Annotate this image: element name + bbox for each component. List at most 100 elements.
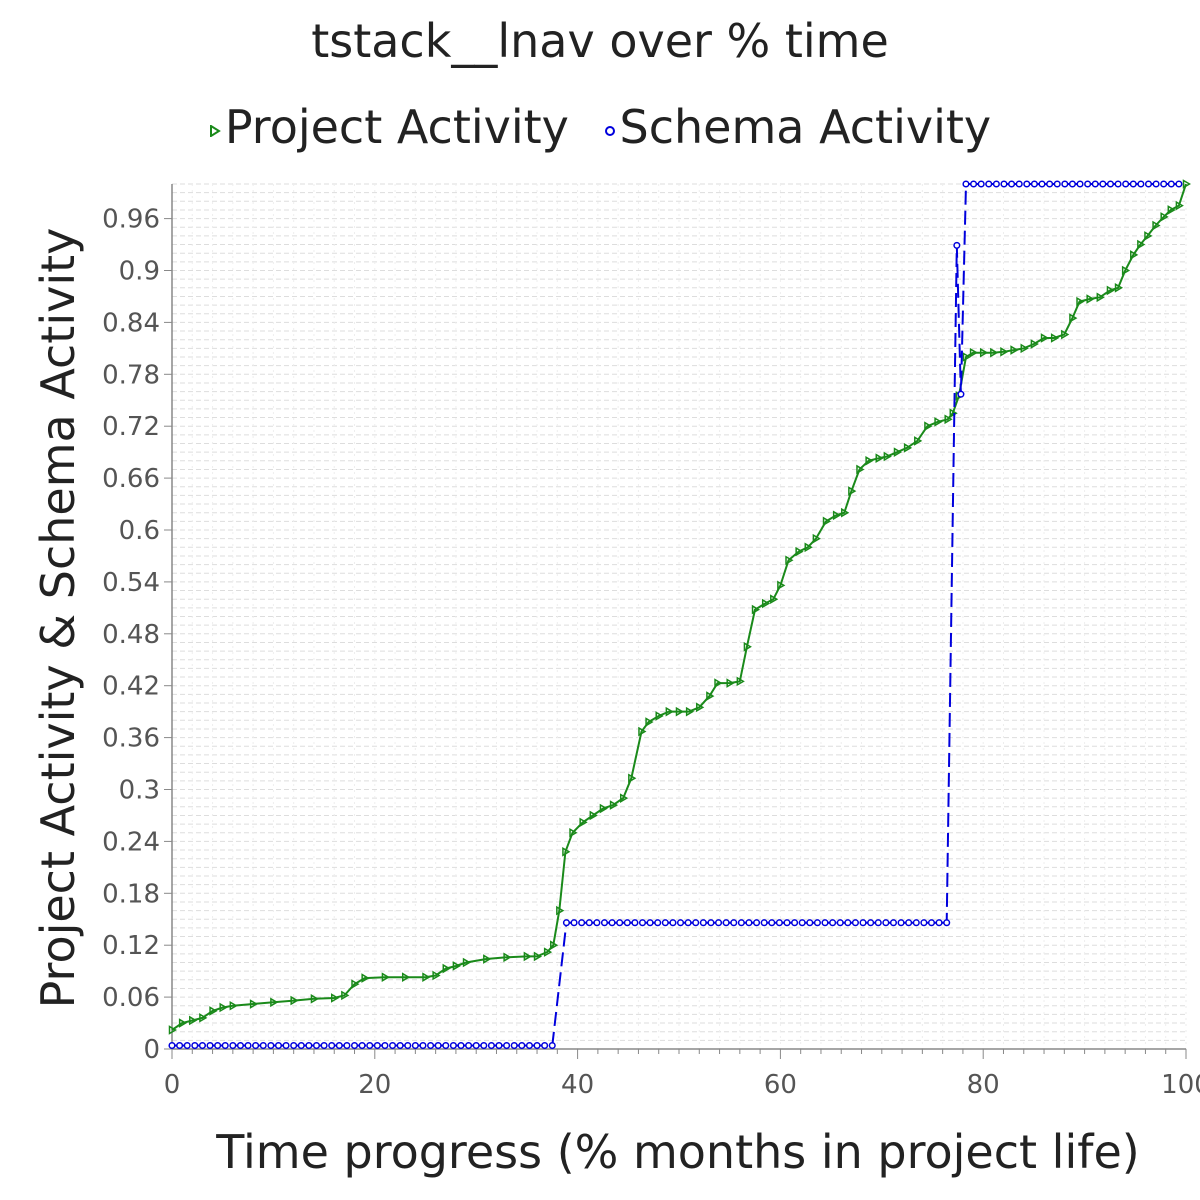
point-schema-activity [631, 919, 639, 927]
point-project-activity [556, 905, 565, 916]
point-schema-activity [1122, 180, 1130, 188]
y-tick-label: 0 [143, 1035, 160, 1065]
point-schema-activity [874, 919, 882, 927]
point-schema-activity [388, 1041, 397, 1050]
y-axis-title: Project Activity & Schema Activity [31, 228, 85, 1009]
legend: Project Activity Schema Activity [0, 100, 1200, 154]
y-tick-label: 0.48 [102, 620, 160, 650]
point-project-activity [1121, 265, 1131, 276]
point-project-activity [822, 516, 832, 527]
point-project-activity [714, 678, 723, 688]
x-tick-label: 20 [358, 1070, 391, 1100]
circle-icon [604, 125, 615, 136]
point-project-activity [812, 533, 821, 544]
point-project-activity [726, 678, 735, 688]
point-project-activity [795, 546, 804, 557]
point-project-activity [1086, 294, 1095, 304]
legend-label-schema-activity: Schema Activity [619, 100, 992, 154]
point-project-activity [990, 347, 999, 358]
point-project-activity [1000, 347, 1009, 357]
point-project-activity [442, 963, 451, 974]
legend-item-project-activity[interactable]: Project Activity [209, 100, 569, 154]
point-schema-activity [396, 1041, 404, 1050]
axes: 0 20 40 60 80 100 0 0.06 0.12 0.18 0.24 0.3 0.36 0.42… [102, 184, 1200, 1100]
point-schema-activity [305, 1041, 313, 1050]
point-schema-activity [510, 1041, 518, 1050]
series-line-schema-activity [172, 183, 1179, 1047]
point-schema-activity [585, 919, 593, 927]
y-tick-label: 0.36 [102, 724, 160, 754]
point-schema-activity [927, 919, 936, 927]
point-project-activity [1182, 179, 1191, 189]
point-schema-activity [282, 1041, 290, 1050]
point-schema-activity [548, 1041, 556, 1050]
point-project-activity [168, 1025, 177, 1035]
point-schema-activity [737, 919, 745, 927]
point-schema-activity [1038, 180, 1046, 188]
point-project-activity [1130, 250, 1139, 260]
point-project-activity [969, 347, 979, 358]
point-project-activity [706, 691, 715, 701]
point-project-activity [841, 507, 850, 518]
point-project-activity [761, 598, 771, 609]
point-schema-activity [1167, 180, 1175, 188]
point-schema-activity [661, 919, 669, 927]
point-project-activity [675, 706, 684, 717]
point-project-activity [249, 999, 259, 1009]
point-schema-activity [503, 1041, 511, 1050]
point-schema-activity [1084, 180, 1092, 188]
point-schema-activity [214, 1041, 222, 1050]
point-project-activity [462, 957, 472, 968]
point-schema-activity [707, 919, 715, 927]
x-tick-label: 60 [764, 1070, 797, 1100]
point-schema-activity [1053, 180, 1061, 188]
point-schema-activity [798, 919, 806, 927]
point-schema-activity [495, 1041, 503, 1050]
y-tick-label: 0.66 [102, 464, 160, 494]
point-project-activity [579, 817, 588, 828]
y-tick-label: 0.54 [102, 568, 160, 598]
point-schema-activity [1008, 180, 1016, 188]
point-schema-activity [722, 919, 730, 927]
point-schema-activity [449, 1041, 457, 1050]
point-schema-activity [1023, 180, 1031, 188]
point-schema-activity [897, 919, 905, 927]
point-project-activity [979, 347, 989, 358]
point-schema-activity [920, 919, 928, 927]
legend-label-project-activity: Project Activity [224, 100, 569, 154]
point-project-activity [178, 1018, 188, 1028]
point-schema-activity [676, 919, 685, 927]
point-schema-activity [829, 919, 837, 927]
point-project-activity [1020, 343, 1029, 354]
point-schema-activity [600, 919, 609, 927]
y-tick-label: 0.84 [102, 308, 160, 338]
point-schema-activity [836, 919, 844, 927]
y-tick-label: 0.3 [119, 776, 160, 806]
point-schema-activity [1160, 180, 1168, 188]
legend-item-schema-activity[interactable]: Schema Activity [604, 100, 992, 154]
point-schema-activity [851, 919, 859, 927]
point-schema-activity [541, 1041, 549, 1050]
point-schema-activity [1030, 180, 1038, 188]
point-schema-activity [1144, 180, 1153, 188]
point-schema-activity [366, 1041, 374, 1050]
point-project-activity [962, 352, 971, 362]
point-project-activity [655, 711, 664, 721]
point-schema-activity [358, 1041, 366, 1050]
point-schema-activity [472, 1041, 480, 1050]
point-project-activity [875, 453, 884, 464]
point-schema-activity [1099, 180, 1107, 188]
point-schema-activity [373, 1041, 381, 1050]
point-schema-activity [198, 1041, 206, 1050]
point-schema-activity [806, 919, 814, 927]
triangle-right-icon [209, 124, 221, 137]
point-schema-activity [191, 1041, 199, 1050]
point-project-activity [665, 706, 674, 717]
point-project-activity [1076, 296, 1085, 307]
point-schema-activity [427, 1041, 435, 1050]
point-schema-activity [844, 919, 852, 927]
point-project-activity [1106, 285, 1115, 296]
point-project-activity [270, 997, 279, 1008]
point-project-activity [351, 979, 360, 989]
